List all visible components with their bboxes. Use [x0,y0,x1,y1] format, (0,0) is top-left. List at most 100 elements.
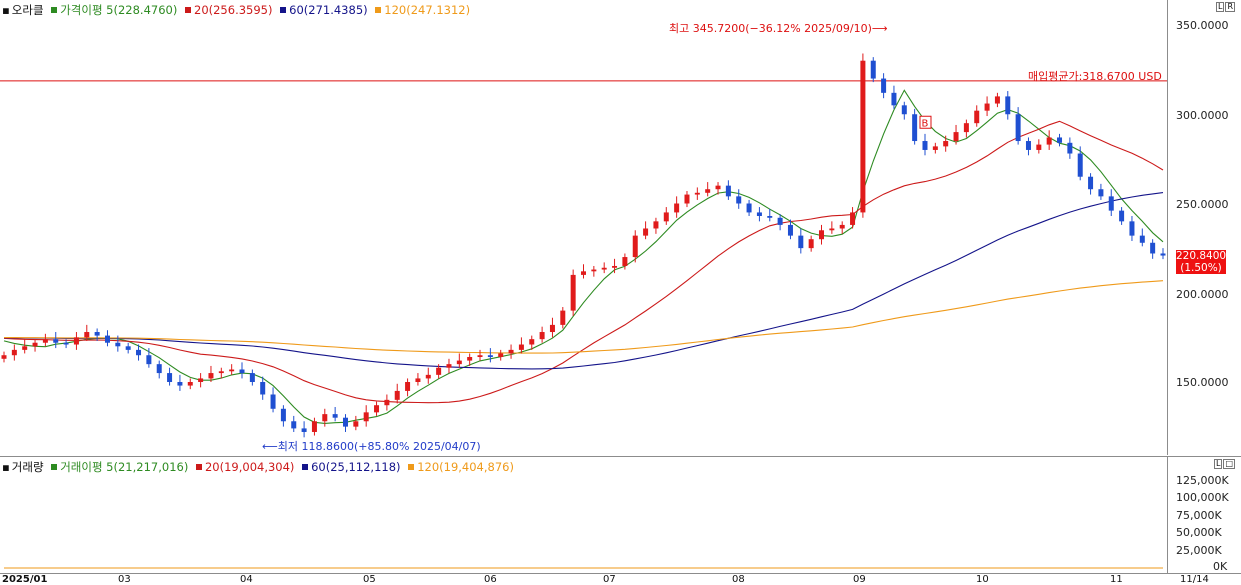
price-tick: 200.0000 [1176,288,1229,301]
candle-body [43,339,48,343]
candle-body [478,355,483,357]
price-tick: 250.0000 [1176,198,1229,211]
pane-left-button[interactable]: L [1216,2,1224,12]
ma60-line [4,193,1163,369]
candle-body [716,186,721,190]
candle-body [302,428,307,432]
candle-body [33,343,38,347]
candle-body [1119,211,1124,222]
candle-body [1088,177,1093,189]
candle-body [633,236,638,257]
last-price: 220.8400 [1176,250,1226,262]
candle-body [933,146,938,150]
candle-body [467,357,472,361]
time-tick: 04 [240,574,253,585]
candle-body [1161,253,1166,255]
candle-body [1047,137,1052,144]
candle-body [219,371,224,373]
candle-body [591,270,596,272]
candle-body [767,216,772,218]
candle-body [498,353,503,357]
candle-body [84,332,89,337]
candle-body [157,364,162,373]
candle-body [1109,196,1114,210]
candle-body [736,196,741,203]
time-tick: 03 [118,574,131,585]
candle-body [922,141,927,150]
candle-body [964,123,969,132]
candle-body [860,61,865,213]
candle-body [1036,145,1041,150]
candle-body [509,350,514,354]
candle-body [902,105,907,114]
candle-body [364,412,369,421]
candle-body [353,421,358,426]
candle-body [22,346,27,350]
candle-body [695,193,700,195]
candle-body [612,266,617,268]
price-tick: 350.0000 [1176,19,1229,32]
volume-chart[interactable] [0,457,1167,573]
candle-body [105,336,110,343]
vol-pane-left-button[interactable]: L [1214,459,1222,469]
ma120-line [4,281,1163,353]
candle-body [1016,114,1021,141]
candle-body [146,355,151,364]
pane-right-button[interactable]: R [1225,2,1235,12]
candle-body [250,373,255,382]
candle-body [271,394,276,408]
candle-body [602,268,607,270]
time-tick: 05 [363,574,376,585]
candle-body [188,382,193,386]
candle-body [426,375,431,379]
candle-body [240,370,245,374]
time-tick: 2025/01 [2,574,47,585]
candle-body [974,111,979,123]
time-tick: 06 [484,574,497,585]
candle-body [550,325,555,332]
price-tick: 300.0000 [1176,109,1229,122]
candle-body [912,114,917,141]
candle-body [622,257,627,266]
last-price-badge: 220.8400(1.50%) [1176,250,1226,274]
volume-pane[interactable]: ▪거래량 거래이평 5(21,217,016) 20(19,004,304) 6… [0,456,1241,573]
candle-body [985,104,990,111]
vol-pane-max-button[interactable]: □ [1223,459,1235,469]
candle-body [871,61,876,79]
volume-tick: 125,000K [1176,474,1229,487]
candle-body [757,212,762,216]
candle-body [643,228,648,235]
volume-tick: 0K [1213,560,1227,573]
candle-body [1129,221,1134,235]
price-chart[interactable]: B [0,0,1167,455]
candle-body [1078,154,1083,177]
time-tick: 07 [603,574,616,585]
price-tick: 150.0000 [1176,376,1229,389]
candle-body [177,382,182,386]
ma5-line [4,90,1163,423]
time-tick: 11/14 [1180,574,1209,585]
candle-body [74,337,79,344]
candle-body [571,275,576,311]
candle-body [136,350,141,355]
candle-body [778,218,783,225]
candle-body [560,311,565,325]
candle-body [519,345,524,350]
candle-body [322,414,327,421]
candle-body [819,230,824,239]
candle-body [126,346,131,350]
candle-body [1057,137,1062,142]
candle-body [747,204,752,213]
candle-body [1150,243,1155,254]
candle-body [995,96,1000,103]
candle-body [95,332,100,336]
candle-body [333,414,338,418]
last-change: (1.50%) [1176,262,1226,274]
time-tick: 10 [976,574,989,585]
candle-body [726,186,731,197]
time-tick: 11 [1110,574,1123,585]
candle-body [446,364,451,368]
price-pane[interactable]: ▪오라클 가격이평 5(228.4760) 20(256.3595) 60(27… [0,0,1241,455]
time-tick: 08 [732,574,745,585]
candle-body [529,339,534,344]
